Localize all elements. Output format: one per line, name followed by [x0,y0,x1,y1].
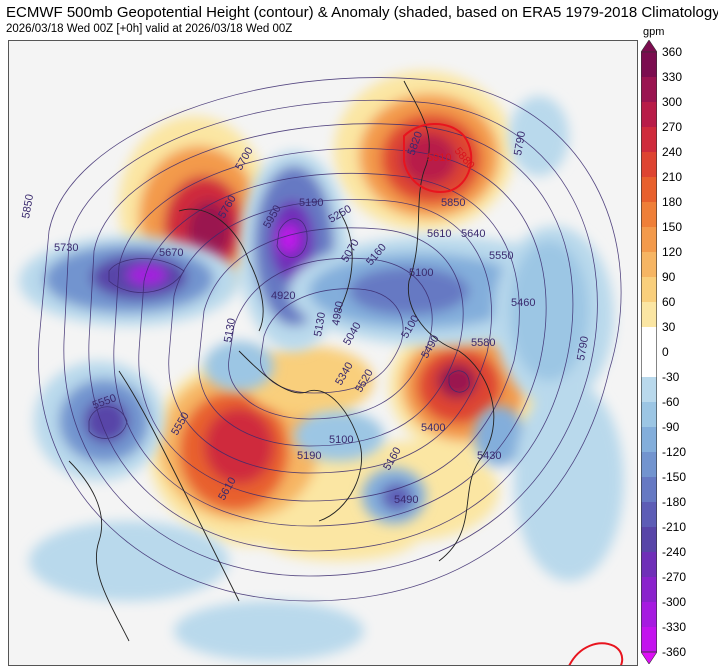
map-subtitle: 2026/03/18 Wed 00Z [+0h] valid at 2026/0… [6,23,293,35]
colorbar-segment [641,577,657,603]
contour-label: 5190 [299,197,323,209]
contour-label: 5790 [575,335,591,361]
colorbar-tick-label: 240 [662,145,683,159]
colorbar-tick-label: 180 [662,195,683,209]
colorbar-tick-label: 0 [662,345,669,359]
colorbar-tick-label: 330 [662,70,683,84]
map-title: ECMWF 500mb Geopotential Height (contour… [6,4,718,21]
contour-label: 5670 [159,247,183,259]
colorbar-segment [641,102,657,128]
colorbar-tick-label: -90 [662,420,680,434]
contour-label: 5100 [409,267,433,279]
map-panel: 5700 5760 5850 5730 5670 5820 5910 5880 5850 5790… [8,40,638,666]
colorbar-frame [641,51,657,653]
colorbar-tick-label: -300 [662,595,687,609]
contour-label: 5910 [427,152,451,164]
colorbar-segment [641,427,657,453]
contour-label: 5100 [329,434,353,446]
colorbar-segment [641,402,657,428]
colorbar-tick-label: 60 [662,295,676,309]
contour-label: 5640 [461,228,485,240]
contour-label: 5490 [394,494,418,506]
contour-label: 5790 [512,130,528,156]
colorbar-tick-label: 30 [662,320,676,334]
colorbar-segment [641,552,657,578]
contour-label: 5550 [489,250,513,262]
colorbar-segment [641,602,657,628]
colorbar-tick-label: 300 [662,95,683,109]
contour-label: 5430 [477,450,501,462]
contour-label: 5190 [297,450,321,462]
colorbar-segment [641,227,657,253]
colorbar-segment [641,452,657,478]
contour-label: 5130 [222,317,238,343]
colorbar [641,40,657,664]
colorbar-top-extend [641,40,657,53]
contour-label: 5460 [511,297,535,309]
colorbar-tick-label: -360 [662,645,687,659]
colorbar-segment [641,502,657,528]
contour-label: 5730 [54,242,78,254]
colorbar-segment [641,527,657,553]
colorbar-unit: gpm [643,26,665,38]
colorbar-tick-label: -180 [662,495,687,509]
contour-label: 5850 [441,197,465,209]
contour-label: 4920 [271,290,295,302]
high-contour-red [403,123,624,665]
colorbar-tick-label: -150 [662,470,687,484]
colorbar-segment [641,52,657,78]
colorbar-segment [641,302,657,328]
colorbar-tick-label: -210 [662,520,687,534]
colorbar-segment [641,252,657,278]
colorbar-segment [641,202,657,228]
colorbar-segment [641,477,657,503]
colorbar-segment [641,152,657,178]
colorbar-segment [641,352,657,378]
colorbar-segment [641,127,657,153]
colorbar-segment [641,77,657,103]
colorbar-segment [641,627,657,653]
contour-label: 5850 [20,193,36,219]
colorbar-segment [641,327,657,353]
colorbar-tick-label: 360 [662,45,683,59]
colorbar-tick-label: -330 [662,620,687,634]
contour-label: 5580 [471,337,495,349]
contour-label: 4980 [330,300,346,326]
contour-label: 5130 [312,311,328,337]
colorbar-tick-label: 150 [662,220,683,234]
contour-label: 5610 [427,228,451,240]
coastlines [68,80,495,642]
colorbar-tick-label: 270 [662,120,683,134]
cold-anomaly-shading [19,96,624,661]
colorbar-tick-label: -60 [662,395,680,409]
colorbar-segment [641,177,657,203]
colorbar-tick-label: -240 [662,545,687,559]
height-contours [38,77,622,602]
colorbar-tick-label: 120 [662,245,683,259]
colorbar-segment [641,377,657,403]
colorbar-tick-label: -120 [662,445,687,459]
contour-label: 5400 [421,422,445,434]
colorbar-segment [641,277,657,303]
colorbar-bottom-extend [641,651,657,664]
colorbar-tick-label: 90 [662,270,676,284]
colorbar-tick-label: 210 [662,170,683,184]
colorbar-tick-label: -30 [662,370,680,384]
colorbar-tick-label: -270 [662,570,687,584]
